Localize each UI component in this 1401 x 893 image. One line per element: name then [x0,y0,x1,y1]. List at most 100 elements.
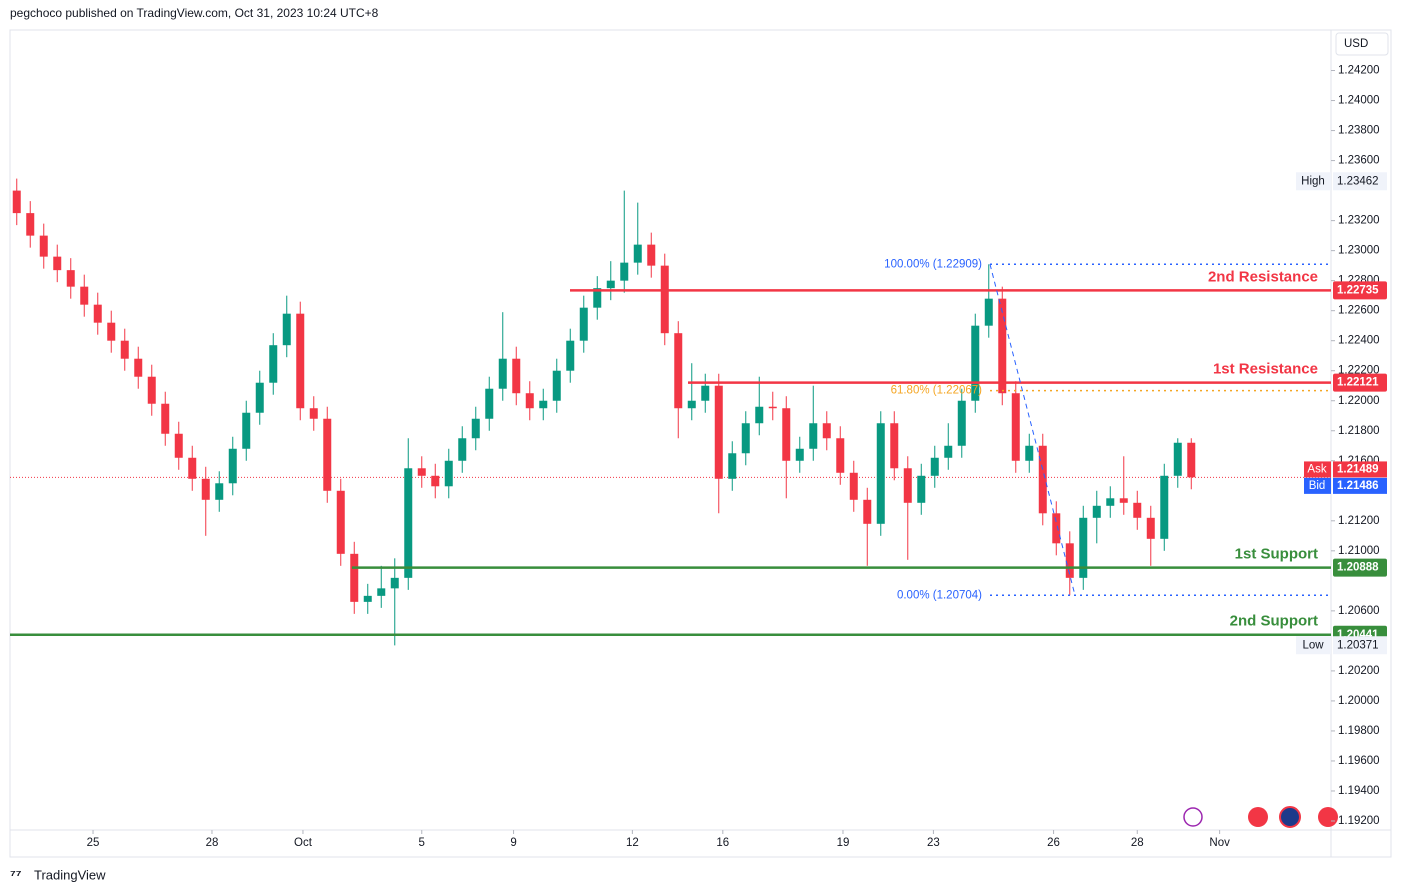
candle-body [606,280,615,289]
marker-value: 1.20371 [1337,639,1379,651]
candle-body [282,313,291,346]
level-label: 2nd Resistance [1208,268,1318,285]
candle-body [201,478,210,500]
candle-body [957,400,966,446]
y-tick-label: 1.19200 [1338,815,1380,827]
x-tick-label: 5 [419,837,425,849]
y-tick-label: 1.23800 [1338,125,1380,137]
candle-body [161,403,170,434]
candle-body [714,385,723,479]
candle-body [1133,502,1142,518]
candle-body [1187,442,1196,478]
footer-logo: ⁷⁷ TradingView [10,867,106,883]
candle-body [147,376,156,404]
candle-body [39,235,48,257]
candle-body [1160,475,1169,539]
candle-body [1052,513,1061,544]
candle-body [998,298,1007,394]
marker-value: 1.23462 [1337,175,1379,187]
candle-body [1092,505,1101,518]
level-label: 1st Resistance [1213,361,1318,378]
candle-body [863,499,872,524]
candle-body [755,406,764,424]
candle-body [566,340,575,371]
x-tick-label: 9 [510,837,516,849]
icon[interactable] [1183,807,1203,827]
candle-body [647,244,656,266]
candle-body [660,265,669,334]
y-tick-label: 1.21200 [1338,515,1380,527]
icon[interactable] [1279,806,1301,828]
icon[interactable] [1248,807,1268,827]
candle-body [1011,393,1020,461]
candle-body [552,370,561,401]
candle-body [1106,498,1115,506]
candle-body [80,286,89,305]
icon[interactable] [1318,807,1338,827]
quote-badge [1333,477,1387,494]
level-label: 1st Support [1235,546,1318,563]
candle-body [620,262,629,281]
quote-badge [1333,461,1387,478]
quote-tag [1304,461,1331,478]
candle-body [674,333,683,409]
x-tick-label: 28 [1131,837,1144,849]
candle-body [633,244,642,263]
x-tick-label: 23 [927,837,940,849]
candle-body [768,406,777,409]
candle-body [1065,543,1074,578]
y-tick-label: 1.23000 [1338,245,1380,257]
candle-body [53,256,62,271]
candle-body [242,412,251,449]
candle-body [336,490,345,554]
candle-body [350,553,359,602]
marker-badge [1333,172,1387,191]
y-tick-label: 1.19400 [1338,785,1380,797]
candle-body [1025,445,1034,461]
candle-body [134,358,143,377]
marker-tag [1296,172,1331,191]
currency-box[interactable] [1335,32,1389,56]
candle-body [1173,442,1182,476]
x-tick-label: 26 [1047,837,1060,849]
frame [9,29,1392,858]
y-tick-label: 1.19800 [1338,725,1380,737]
level-badge [1333,373,1387,392]
y-tick-label: 1.21800 [1338,425,1380,437]
candle-body [1146,517,1155,539]
candle-body [174,433,183,458]
currency: USD [1344,38,1368,50]
y-tick-label: 1.22000 [1338,395,1380,407]
quote-value: 1.21486 [1337,480,1379,492]
candle-body [809,423,818,449]
candle-body [471,418,480,439]
candle-body [377,588,386,596]
candle-body [944,445,953,458]
y-tick-label: 1.19600 [1338,755,1380,767]
x-tick-label: Nov [1209,837,1230,849]
candle-body [485,388,494,419]
candle-body [687,400,696,409]
fib-label: 61.80% (1.22067) [891,385,983,397]
candle-body [309,408,318,419]
y-tick-label: 1.23200 [1338,215,1380,227]
candle-body [1079,517,1088,578]
level-label: 2nd Support [1230,613,1318,630]
y-tick-label: 1.24200 [1338,65,1380,77]
candle-body [444,460,453,487]
candle-body [890,423,899,469]
marker-badge [1333,636,1387,655]
candle-body [593,288,602,308]
candle-body [795,448,804,461]
quote-tag [1304,477,1331,494]
candle-body [417,468,426,476]
y-tick-label: 1.21000 [1338,545,1380,557]
candle-body [93,304,102,323]
candle-body [363,595,372,602]
x-tick-label: 19 [837,837,850,849]
candle-body [26,213,35,236]
footer: TradingView [34,867,106,882]
candle-body [876,423,885,524]
candle-body [525,393,534,409]
